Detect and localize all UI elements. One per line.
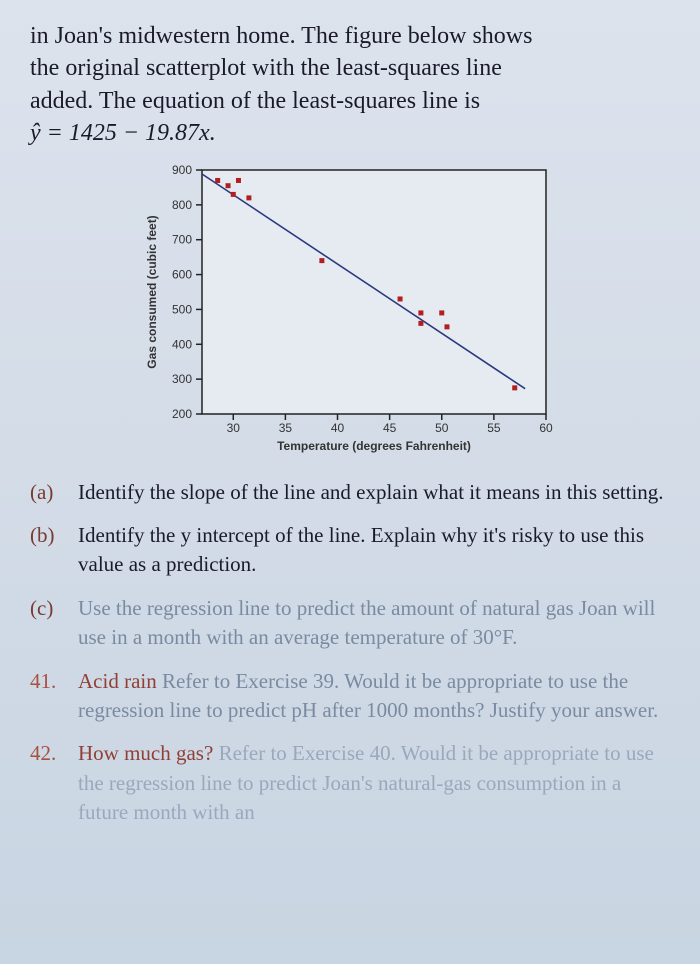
- page-container: in Joan's midwestern home. The figure be…: [0, 0, 700, 851]
- question-b: (b) Identify the y intercept of the line…: [30, 521, 670, 580]
- question-41-text: Acid rain Refer to Exercise 39. Would it…: [78, 667, 670, 726]
- question-list: (a) Identify the slope of the line and e…: [30, 478, 670, 828]
- svg-text:Temperature (degrees Fahrenhei: Temperature (degrees Fahrenheit): [277, 439, 471, 453]
- question-42-text: How much gas? Refer to Exercise 40. Woul…: [78, 739, 670, 827]
- svg-text:60: 60: [539, 421, 553, 435]
- intro-line-2: the original scatterplot with the least-…: [30, 55, 502, 81]
- question-42-title: How much gas?: [78, 741, 213, 765]
- question-a-text: Identify the slope of the line and expla…: [78, 478, 670, 507]
- svg-text:200: 200: [172, 407, 192, 421]
- question-c-text: Use the regression line to predict the a…: [78, 594, 670, 653]
- question-c-label: (c): [30, 594, 78, 653]
- question-a-label: (a): [30, 478, 78, 507]
- scatterplot-chart: 30 35 40 45 50 55 60 Temperature (degrees Fahre…: [140, 160, 560, 460]
- intro-equation: ŷ = 1425 − 19.87x.: [30, 120, 216, 146]
- svg-text:900: 900: [172, 163, 192, 177]
- chart-wrap: 30 35 40 45 50 55 60 Temperature (degrees Fahre…: [30, 160, 670, 460]
- question-b-text: Identify the y intercept of the line. Ex…: [78, 521, 670, 580]
- question-42: 42. How much gas? Refer to Exercise 40. …: [30, 739, 670, 827]
- svg-text:45: 45: [383, 421, 397, 435]
- question-41: 41. Acid rain Refer to Exercise 39. Woul…: [30, 667, 670, 726]
- question-b-label: (b): [30, 521, 78, 580]
- svg-text:600: 600: [172, 267, 192, 281]
- svg-text:700: 700: [172, 232, 192, 246]
- svg-text:30: 30: [227, 421, 241, 435]
- intro-paragraph: in Joan's midwestern home. The figure be…: [30, 20, 670, 150]
- svg-text:500: 500: [172, 302, 192, 316]
- svg-text:50: 50: [435, 421, 449, 435]
- question-c: (c) Use the regression line to predict t…: [30, 594, 670, 653]
- svg-text:800: 800: [172, 197, 192, 211]
- question-41-label: 41.: [30, 667, 78, 726]
- svg-text:40: 40: [331, 421, 345, 435]
- question-42-label: 42.: [30, 739, 78, 827]
- svg-text:55: 55: [487, 421, 501, 435]
- intro-line-1: in Joan's midwestern home. The figure be…: [30, 23, 532, 49]
- svg-text:35: 35: [279, 421, 293, 435]
- question-41-body: Refer to Exercise 39. Would it be approp…: [78, 669, 658, 722]
- question-41-title: Acid rain: [78, 669, 157, 693]
- intro-line-3: added. The equation of the least-squares…: [30, 88, 480, 114]
- svg-text:300: 300: [172, 372, 192, 386]
- svg-text:400: 400: [172, 337, 192, 351]
- svg-text:Gas consumed (cubic feet): Gas consumed (cubic feet): [145, 215, 159, 368]
- question-a: (a) Identify the slope of the line and e…: [30, 478, 670, 507]
